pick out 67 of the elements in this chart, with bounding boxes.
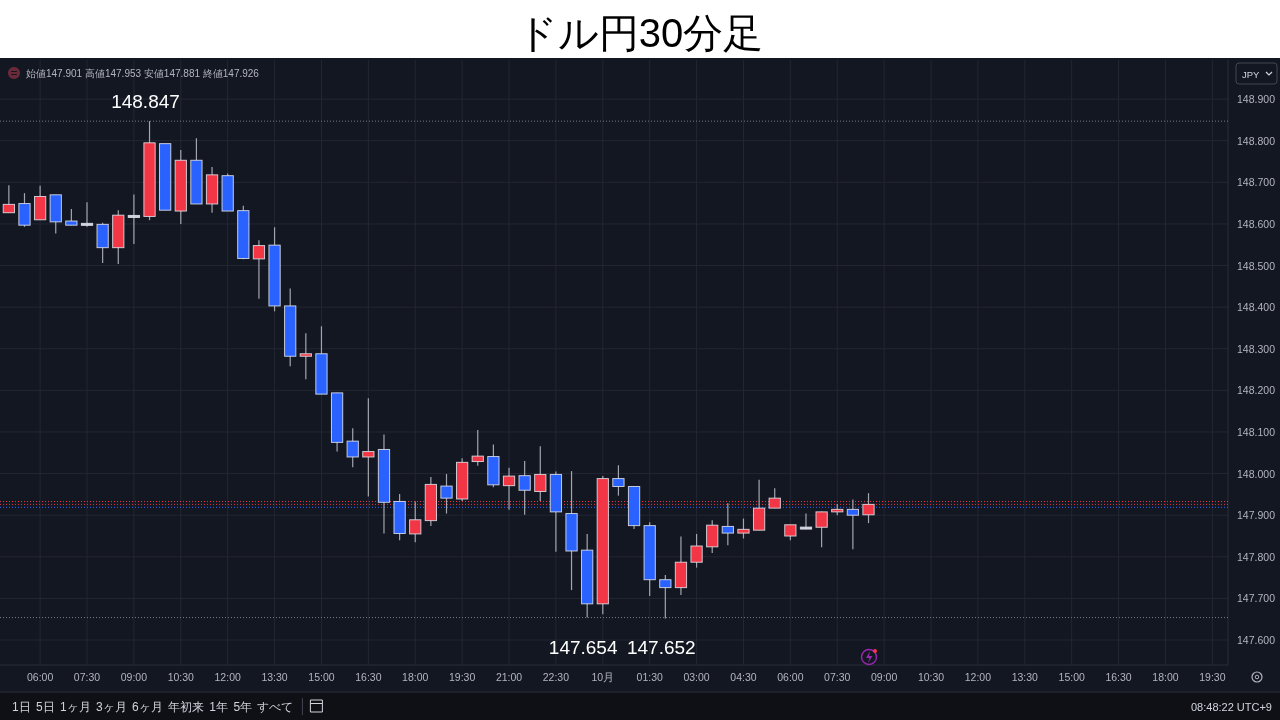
y-tick-label: 147.900 <box>1237 509 1276 522</box>
x-tick-label: 16:30 <box>355 671 382 683</box>
x-tick-label: 19:30 <box>1199 671 1226 683</box>
y-tick-label: 148.100 <box>1237 425 1276 438</box>
x-tick-label: 18:00 <box>1152 671 1179 683</box>
candlestick <box>127 193 141 245</box>
candlestick <box>346 427 359 468</box>
candlestick <box>659 574 672 619</box>
candlestick <box>612 464 625 497</box>
y-tick-label: 148.500 <box>1237 259 1276 272</box>
x-tick-label: 21:00 <box>495 671 523 683</box>
y-tick-label: 148.900 <box>1237 93 1276 106</box>
x-tick-label: 01:30 <box>636 671 663 683</box>
candlestick <box>362 397 375 498</box>
y-tick-label: 148.800 <box>1237 134 1276 147</box>
candlestick <box>815 510 828 548</box>
y-tick-label: 147.700 <box>1237 592 1276 605</box>
x-tick-label: 10:30 <box>167 671 195 683</box>
candlestick <box>2 184 15 214</box>
candlestick <box>252 239 266 300</box>
annotation: 始値147.901 高値147.953 安値147.881 終値147.926 <box>26 68 260 79</box>
x-tick-label: 13:30 <box>261 671 288 683</box>
candlestick <box>471 429 484 467</box>
x-tick-label: 03:00 <box>683 671 710 683</box>
x-tick-label: 12:00 <box>214 671 241 683</box>
x-tick-label: 09:00 <box>871 671 898 683</box>
x-tick-label: 04:30 <box>730 671 757 683</box>
candlestick <box>18 192 31 228</box>
x-tick-label: 15:00 <box>308 671 335 683</box>
y-tick-label: 148.600 <box>1237 217 1276 230</box>
text: 08:48:22 UTC+9 <box>1190 701 1272 713</box>
x-tick-label: 07:30 <box>73 671 101 683</box>
x-tick-label: 10月 <box>591 671 615 683</box>
candlestick <box>96 222 109 264</box>
candlestick <box>706 519 719 554</box>
annotation: 147.654 <box>548 636 618 658</box>
y-tick-label: 148.700 <box>1237 176 1276 189</box>
x-tick-label: 12:00 <box>964 671 992 683</box>
x-tick-label: 16:30 <box>1105 671 1132 683</box>
y-tick-label: 148.400 <box>1237 301 1276 314</box>
candlestick <box>33 185 47 221</box>
chart-title: ドル円30分足 <box>516 11 764 55</box>
y-tick-label: 147.600 <box>1237 634 1276 647</box>
candlestick <box>799 512 813 530</box>
x-tick-label: 10:30 <box>917 671 945 683</box>
x-tick-label: 15:00 <box>1058 671 1085 683</box>
y-tick-label: 147.800 <box>1237 550 1276 563</box>
text: 1日 5日 1ヶ月 3ヶ月 6ヶ月 年初来 1年 5年 すべて <box>12 700 294 714</box>
candlestick <box>768 487 781 509</box>
candlestick <box>80 201 94 228</box>
annotation: 148.847 <box>111 91 180 113</box>
x-tick-label: 18:00 <box>402 671 429 683</box>
text: JPY <box>1242 68 1261 80</box>
annotation: 147.652 <box>626 637 696 659</box>
y-tick-label: 148.300 <box>1237 342 1276 355</box>
x-tick-label: 09:00 <box>120 671 148 683</box>
x-tick-label: 06:00 <box>777 671 804 683</box>
x-tick-label: 07:30 <box>824 671 851 683</box>
y-tick-label: 148.200 <box>1237 384 1276 397</box>
candlestick <box>690 533 703 569</box>
x-tick-label: 13:30 <box>1011 671 1039 683</box>
x-tick-label: 06:00 <box>26 671 54 683</box>
candlestick <box>299 332 312 380</box>
candlestick <box>737 517 750 540</box>
x-tick-label: 22:30 <box>542 671 570 683</box>
y-tick-label: 148.000 <box>1237 467 1276 480</box>
x-tick-label: 19:30 <box>448 671 476 683</box>
